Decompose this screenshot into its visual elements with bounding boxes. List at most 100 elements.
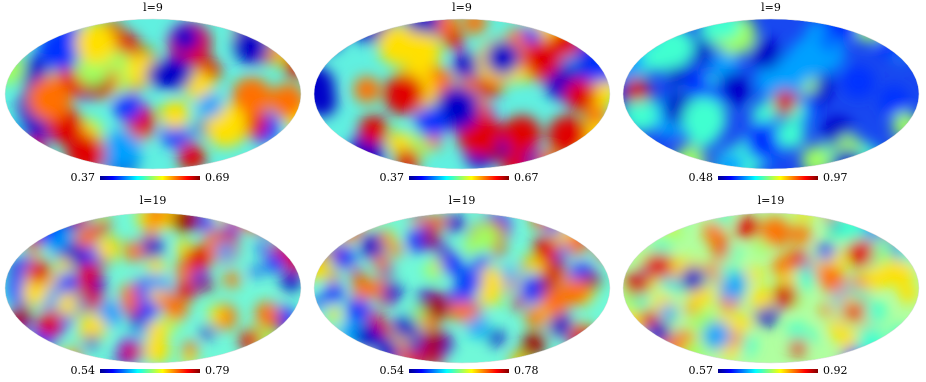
sky-map (623, 213, 919, 363)
map-blob (175, 279, 197, 301)
map-blob (387, 131, 410, 155)
map-blob (747, 266, 764, 283)
map-blob (10, 305, 33, 328)
colorbar (409, 369, 509, 373)
map-blob (422, 231, 440, 249)
map-blob (380, 348, 397, 363)
map-blob (382, 282, 403, 303)
map-blob (22, 138, 47, 162)
map-blob (720, 277, 745, 302)
map-blob (876, 37, 897, 58)
map-blob (584, 272, 601, 290)
colorbar-min-label: 0.37 (71, 171, 96, 184)
colorbar-min-label: 0.37 (380, 171, 405, 184)
map-blob (18, 220, 33, 234)
colorbar-min-label: 0.54 (71, 364, 96, 377)
map-blob (645, 252, 673, 280)
map-blob (388, 242, 403, 257)
map-blob (911, 336, 919, 352)
map-blob (690, 38, 715, 63)
map-blob (634, 213, 662, 230)
map-blob (432, 214, 447, 230)
sky-map (5, 19, 301, 169)
map-blob (754, 240, 769, 255)
map-blob (264, 253, 285, 274)
map-blob (213, 213, 230, 223)
map-blob (682, 70, 710, 98)
map-blob (502, 115, 542, 154)
map-blob (541, 288, 570, 316)
map-blob (5, 19, 28, 38)
map-blob (547, 115, 588, 156)
colorbar-max-label: 0.79 (205, 364, 230, 377)
map-blob (676, 329, 692, 345)
map-blob (323, 283, 344, 304)
colorbar-min-label: 0.54 (380, 364, 405, 377)
map-blob (254, 215, 274, 235)
map-blob (314, 350, 328, 363)
map-blob (423, 292, 451, 320)
map-blob (85, 334, 99, 349)
map-blob (627, 338, 654, 363)
map-blob (250, 265, 263, 278)
map-blob (436, 245, 450, 259)
map-blob (326, 307, 342, 322)
map-blob (540, 274, 556, 290)
map-blob (255, 301, 280, 326)
map-blob (242, 213, 265, 233)
map-blob (645, 335, 657, 347)
map-blob (335, 213, 364, 241)
map-blob (353, 76, 381, 103)
map-outline (622, 212, 920, 364)
map-blob (113, 93, 143, 122)
map-blob (47, 346, 69, 363)
colorbar-max-label: 0.97 (823, 171, 848, 184)
map-blob (801, 213, 814, 220)
map-blob (791, 251, 808, 268)
map-blob (717, 263, 734, 280)
sky-map (314, 19, 610, 169)
map-blob (623, 43, 645, 82)
map-blob (66, 133, 106, 169)
map-blob (730, 332, 744, 347)
map-blob (711, 241, 724, 253)
map-blob (185, 246, 211, 272)
map-blob (891, 32, 919, 59)
map-blob (849, 19, 889, 42)
map-blob (192, 268, 206, 282)
map-title: l=9 (761, 1, 781, 14)
map-blob (749, 38, 782, 71)
map-blob (830, 251, 848, 269)
map-blob (648, 322, 671, 344)
map-blob (623, 346, 632, 361)
map-blob (877, 247, 894, 265)
map-blob (358, 115, 389, 145)
map-title: l=19 (140, 194, 167, 207)
map-blob (709, 19, 741, 40)
map-blob (491, 243, 505, 257)
map-blob (55, 272, 79, 296)
map-blob (96, 236, 120, 261)
map-blob (549, 27, 581, 59)
map-blob (728, 247, 742, 260)
map-blob (596, 344, 610, 363)
sky-map (623, 19, 919, 169)
map-blob (463, 19, 487, 35)
map-blob (140, 237, 164, 261)
map-blob (587, 24, 610, 49)
map-blob (101, 129, 141, 169)
map-blob (864, 300, 887, 323)
map-blob (283, 19, 301, 38)
map-blob (49, 348, 68, 363)
map-blob (5, 215, 22, 242)
colorbar-max-label: 0.78 (514, 364, 539, 377)
map-blob (446, 214, 465, 233)
map-outline (622, 18, 920, 170)
map-blob (214, 241, 234, 260)
map-blob (269, 83, 301, 119)
map-blob (899, 238, 919, 265)
map-blob (713, 213, 732, 227)
map-blob (256, 242, 268, 255)
map-blob (15, 213, 45, 236)
